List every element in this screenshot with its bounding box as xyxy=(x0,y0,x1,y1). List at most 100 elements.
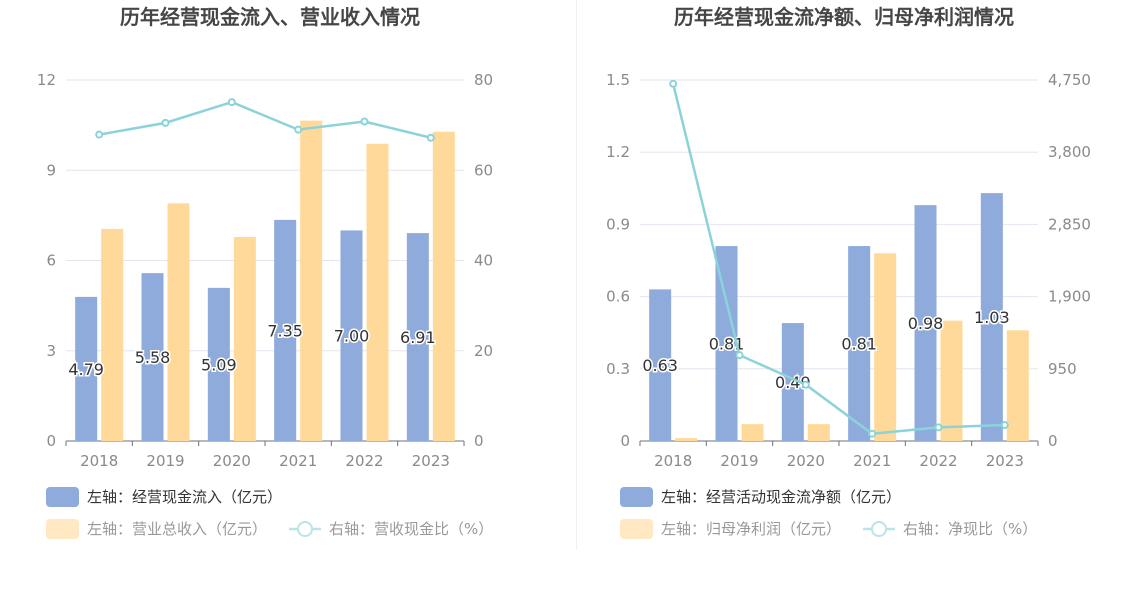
left-axis-tick-label: 0 xyxy=(620,432,630,450)
legend-label-primary: 左轴：经营活动现金流净额（亿元） xyxy=(661,488,901,506)
legend-label-ratio: 右轴：营收现金比（%） xyxy=(329,520,493,538)
ratio-line xyxy=(98,100,432,139)
left-axis-tick-label: 3 xyxy=(46,342,56,360)
right-axis-tick-label: 20 xyxy=(474,342,493,360)
chart-panel-right: 历年经营现金流净额、归母净利润情况 0 0 0.3 950 0.6 1,900 0.9 2,85… xyxy=(574,0,1148,589)
primary-bar xyxy=(980,193,1003,441)
right-axis-tick-label: 950 xyxy=(1048,360,1077,378)
bar-data-label: 7.35 xyxy=(267,321,303,340)
left-axis-tick-label: 0 xyxy=(46,432,56,450)
x-axis-tick-label: 2023 xyxy=(986,452,1024,470)
bar-data-label: 0.81 xyxy=(841,335,877,354)
secondary-bar xyxy=(432,131,455,441)
x-axis-tick-label: 2018 xyxy=(80,452,118,470)
secondary-bar xyxy=(675,438,698,441)
left-axis-tick-label: 9 xyxy=(46,161,56,179)
primary-bar xyxy=(914,205,937,441)
right-axis-tick-label: 60 xyxy=(474,161,493,179)
secondary-bar xyxy=(940,320,963,441)
bar-data-label: 0.63 xyxy=(642,356,678,375)
ratio-point xyxy=(227,98,236,107)
left-axis-tick-label: 1.2 xyxy=(606,143,630,161)
x-axis-tick-label: 2020 xyxy=(787,452,825,470)
left-axis-tick-label: 0.3 xyxy=(606,360,630,378)
primary-bar xyxy=(649,289,672,441)
legend-swatch-secondary xyxy=(620,519,653,539)
ratio-point xyxy=(426,133,435,142)
left-axis-tick-label: 1.5 xyxy=(606,71,630,89)
right-axis-tick-label: 80 xyxy=(474,71,493,89)
x-axis-tick-label: 2019 xyxy=(146,452,184,470)
panel-divider xyxy=(576,0,577,550)
legend-swatch-secondary xyxy=(46,519,79,539)
right-axis-tick-label: 40 xyxy=(474,252,493,270)
right-axis-tick-label: 0 xyxy=(474,432,484,450)
chart-panel-left: 历年经营现金流入、营业收入情况 0 0 3 20 6 40 9 60 12 80 2018 2019 20… xyxy=(37,5,493,539)
secondary-bar xyxy=(874,253,897,441)
ratio-point xyxy=(161,118,170,127)
ratio-point xyxy=(669,79,678,88)
x-axis-tick-label: 2018 xyxy=(654,452,692,470)
legend-label-ratio: 右轴：净现比（%） xyxy=(903,520,1037,538)
primary-bar xyxy=(75,296,98,441)
ratio-point xyxy=(934,423,943,432)
net-cashflow-profit-chart: 历年经营现金流净额、归母净利润情况 0 0 0.3 950 0.6 1,900 0.9 2,85… xyxy=(606,5,1091,539)
left-axis-tick-label: 0.9 xyxy=(606,215,630,233)
ratio-point xyxy=(868,429,877,438)
ratio-point xyxy=(360,117,369,126)
chart-title: 历年经营现金流净额、归母净利润情况 xyxy=(674,5,1014,29)
ratio-point xyxy=(1000,421,1009,430)
right-axis-tick-label: 2,850 xyxy=(1048,215,1091,233)
right-axis-tick-label: 1,900 xyxy=(1048,288,1091,306)
right-axis-tick-label: 4,750 xyxy=(1048,71,1091,89)
primary-bar xyxy=(848,246,871,441)
x-axis-tick-label: 2021 xyxy=(853,452,891,470)
x-axis-tick-label: 2023 xyxy=(412,452,450,470)
x-axis-tick-label: 2020 xyxy=(213,452,251,470)
bar-data-label: 1.03 xyxy=(974,308,1010,327)
legend-swatch-primary xyxy=(620,487,653,507)
ratio-point xyxy=(801,380,810,389)
legend-marker-ratio xyxy=(297,521,314,537)
secondary-bar xyxy=(366,143,389,441)
right-axis-tick-label: 0 xyxy=(1048,432,1058,450)
primary-bar xyxy=(141,273,164,441)
left-axis-tick-label: 12 xyxy=(37,71,56,89)
secondary-bar xyxy=(300,120,323,442)
legend-swatch-primary xyxy=(46,487,79,507)
legend-label-secondary: 左轴：营业总收入（亿元） xyxy=(87,520,267,538)
primary-bar xyxy=(207,287,230,441)
left-axis-tick-label: 0.6 xyxy=(606,288,630,306)
ratio-line xyxy=(671,83,1005,436)
ratio-point xyxy=(294,125,303,134)
bar-data-label: 0.49 xyxy=(775,373,811,392)
primary-bar xyxy=(406,233,429,441)
bar-data-label: 0.98 xyxy=(908,314,944,333)
secondary-bar xyxy=(741,424,764,441)
secondary-bar xyxy=(167,203,190,441)
secondary-bar xyxy=(1006,330,1029,441)
bar-data-label: 4.79 xyxy=(68,360,104,379)
bar-data-label: 7.00 xyxy=(334,327,370,346)
primary-bar xyxy=(715,246,738,441)
primary-bar xyxy=(274,219,297,441)
ratio-point xyxy=(735,351,744,360)
bar-data-label: 6.91 xyxy=(400,328,436,347)
secondary-bar xyxy=(233,237,256,441)
right-axis-tick-label: 3,800 xyxy=(1048,143,1091,161)
bar-data-label: 5.58 xyxy=(135,348,171,367)
cash-inflow-revenue-chart: 历年经营现金流入、营业收入情况 0 0 3 20 6 40 9 60 12 80 2018 2019 20… xyxy=(37,5,493,539)
bar-data-label: 5.09 xyxy=(201,355,237,374)
x-axis-tick-label: 2022 xyxy=(919,452,957,470)
x-axis-tick-label: 2021 xyxy=(279,452,317,470)
x-axis-tick-label: 2022 xyxy=(345,452,383,470)
x-axis-tick-label: 2019 xyxy=(720,452,758,470)
chart-title: 历年经营现金流入、营业收入情况 xyxy=(120,5,420,29)
legend-marker-ratio xyxy=(871,521,888,537)
left-axis-tick-label: 6 xyxy=(46,252,56,270)
primary-bar xyxy=(340,230,363,441)
secondary-bar xyxy=(807,424,830,441)
legend-label-secondary: 左轴：归母净利润（亿元） xyxy=(661,520,841,538)
secondary-bar xyxy=(101,228,124,441)
